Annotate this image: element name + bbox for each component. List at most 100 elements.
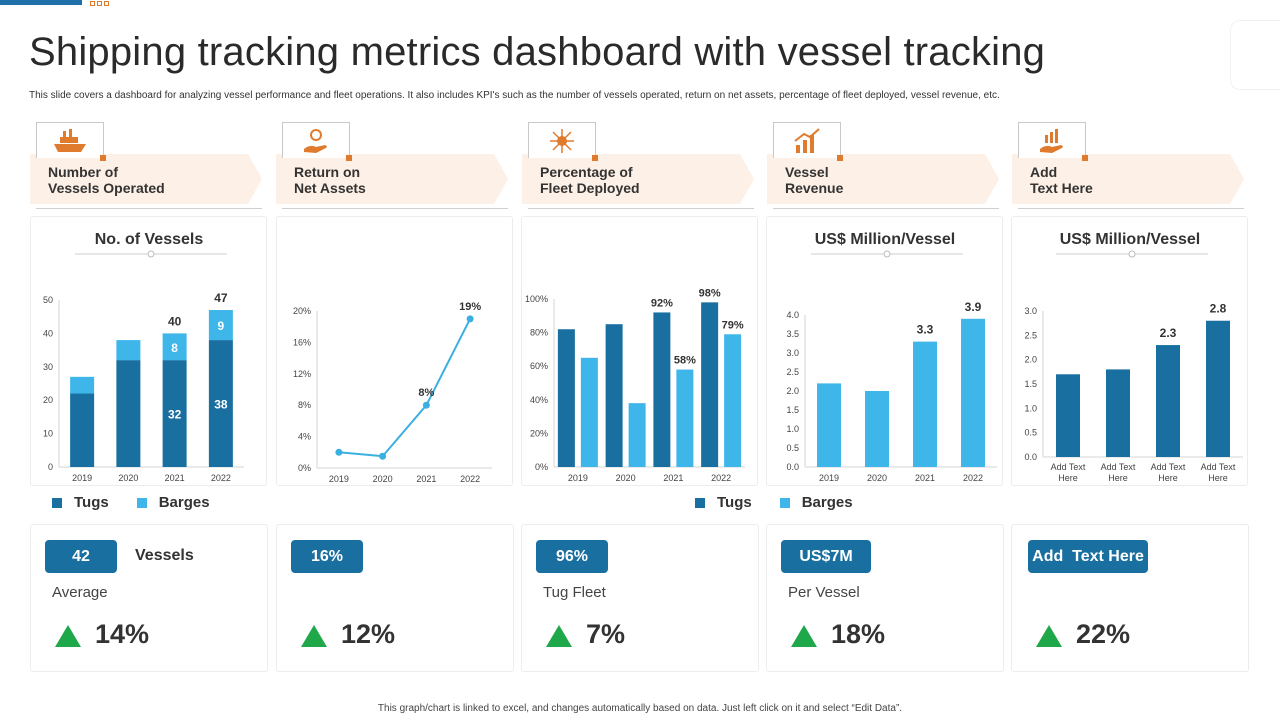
stat-pill: 96% — [536, 540, 608, 573]
x-tick-label: 2022 — [211, 473, 231, 483]
legend-label-barges: Barges — [801, 494, 853, 511]
chart-panel-custom: US$ Million/Vessel 0.0 0.5 1.0 1.5 2.0 2.5 3.0 A… — [1011, 216, 1248, 486]
x-tick-label: 2021 — [915, 473, 935, 483]
kpi-header-fleet: Percentage of Fleet Deployed — [522, 122, 762, 212]
x-tick-label: 2019 — [568, 473, 588, 483]
kpi-header-custom: Add Text Here — [1012, 122, 1252, 212]
bar-tugs — [208, 340, 233, 467]
kpi-header-return: Return on Net Assets — [276, 122, 516, 212]
y-tick-label: 2.0 — [1024, 355, 1037, 365]
y-tick-label: 2.5 — [1024, 330, 1037, 340]
up-triangle-icon — [301, 625, 327, 647]
stat-change: 7% — [586, 619, 626, 649]
stat-card-custom: Add Text Here 22% — [1011, 524, 1249, 672]
corner-decoration — [1230, 20, 1280, 90]
segment-label: 38 — [214, 398, 228, 412]
y-tick-label: 60% — [530, 361, 548, 371]
bar — [913, 341, 937, 467]
x-tick-label: Here — [1058, 473, 1078, 483]
x-tick-label: 2020 — [118, 473, 138, 483]
bar-label: 3.9 — [965, 300, 982, 314]
y-tick-label: 4.0 — [786, 310, 799, 320]
up-triangle-icon — [546, 625, 572, 647]
money-hand-icon — [282, 122, 352, 161]
bar-barges — [208, 310, 233, 341]
y-tick-label: 0.0 — [1024, 452, 1037, 462]
return-line — [338, 318, 472, 458]
stat-pill: 16% — [291, 540, 363, 573]
y-tick-label: 3.5 — [786, 329, 799, 339]
y-tick-label: 40% — [530, 395, 548, 405]
title-divider-ornament — [883, 250, 891, 258]
title-divider-ornament — [1128, 250, 1136, 258]
vessels-stacked-bar-chart: No. of Vessels 0 10 20 30 40 50 2019 2020 2021 202… — [43, 231, 244, 483]
custom-bar-chart: US$ Million/Vessel 0.0 0.5 1.0 1.5 2.0 2.5 3.0 A… — [1024, 231, 1243, 483]
legend-fleet: Tugs Barges — [695, 494, 853, 511]
y-tick-label: 16% — [293, 337, 311, 347]
bar-label: 98% — [699, 287, 721, 299]
line-point — [335, 448, 343, 456]
bar — [1206, 320, 1230, 457]
chart-panel-revenue: US$ Million/Vessel 0.0 0.5 1.0 1.5 2.0 2.5 3.0 3… — [766, 216, 1003, 486]
bar-barges — [162, 333, 187, 361]
bar-barges — [676, 369, 694, 467]
stat-card-fleet: 96% Tug Fleet 7% — [521, 524, 759, 672]
bar-tugs — [653, 312, 671, 467]
stat-pill: 42 — [45, 540, 117, 573]
up-triangle-icon — [55, 625, 81, 647]
x-tick-label: 2019 — [329, 474, 349, 484]
bar — [865, 391, 889, 467]
x-tick-label: 2021 — [165, 473, 185, 483]
bar-label: 58% — [674, 355, 696, 367]
bar-label: 92% — [651, 297, 673, 309]
up-triangle-icon — [1036, 625, 1062, 647]
y-tick-label: 20 — [43, 395, 53, 405]
y-tick-label: 30 — [43, 362, 53, 372]
legend-label-tugs: Tugs — [717, 494, 752, 511]
return-line-chart: 0% 4% 8% 12% 16% 20% 2019 2020 2021 2022 8% 19% — [293, 301, 492, 484]
x-tick-label: 2019 — [819, 473, 839, 483]
kpi-label-line1: Number of — [48, 164, 118, 180]
stat-card-return: 16% 12% — [276, 524, 514, 672]
kpi-header-revenue: Vessel Revenue — [767, 122, 1007, 212]
bar-tugs — [162, 360, 187, 467]
y-tick-label: 12% — [293, 369, 311, 379]
legend-swatch-barges — [136, 497, 147, 508]
x-tick-label: 2021 — [416, 474, 436, 484]
bar — [1106, 369, 1130, 457]
y-tick-label: 0.5 — [1024, 428, 1037, 438]
x-tick-label: Add Text — [1101, 462, 1136, 472]
segment-label: 8 — [171, 341, 178, 355]
y-tick-label: 0% — [298, 463, 311, 473]
page-subtitle: This slide covers a dashboard for analyz… — [29, 90, 1000, 101]
x-tick-label: Here — [1108, 473, 1128, 483]
bar-label: 2.3 — [1160, 326, 1177, 340]
bar — [1056, 374, 1080, 457]
x-tick-label: Here — [1158, 473, 1178, 483]
y-tick-label: 1.0 — [1024, 403, 1037, 413]
up-triangle-icon — [791, 625, 817, 647]
top-accent-bar — [0, 0, 82, 5]
x-tick-label: 2022 — [460, 474, 480, 484]
y-tick-label: 20% — [530, 428, 548, 438]
y-tick-label: 50 — [43, 295, 53, 305]
legend-vessels: Tugs Barges — [52, 494, 210, 511]
stat-pill: US$7M — [781, 540, 871, 573]
growth-chart-icon — [773, 122, 843, 161]
x-tick-label: Add Text — [1151, 462, 1186, 472]
y-tick-label: 1.0 — [786, 424, 799, 434]
bar-tugs — [70, 393, 95, 467]
x-tick-label: 2020 — [867, 473, 887, 483]
bar — [1156, 345, 1180, 457]
stat-change: 18% — [831, 619, 886, 649]
y-tick-label: 80% — [530, 328, 548, 338]
y-tick-label: 0.5 — [786, 443, 799, 453]
bar-barges — [580, 357, 598, 467]
bar-barges — [724, 334, 742, 467]
x-tick-label: Add Text — [1051, 462, 1086, 472]
chart-panel-vessels: No. of Vessels 0 10 20 30 40 50 2019 2020 2021 202… — [30, 216, 267, 486]
kpi-label-line2: Vessels Operated — [48, 180, 165, 196]
fleet-grouped-bar-chart: 0% 20% 40% 60% 80% 100% 2019 2020 2021 2022 92% 58%… — [525, 287, 745, 483]
stat-caption: Average — [52, 584, 108, 601]
legend-swatch-barges — [779, 497, 790, 508]
